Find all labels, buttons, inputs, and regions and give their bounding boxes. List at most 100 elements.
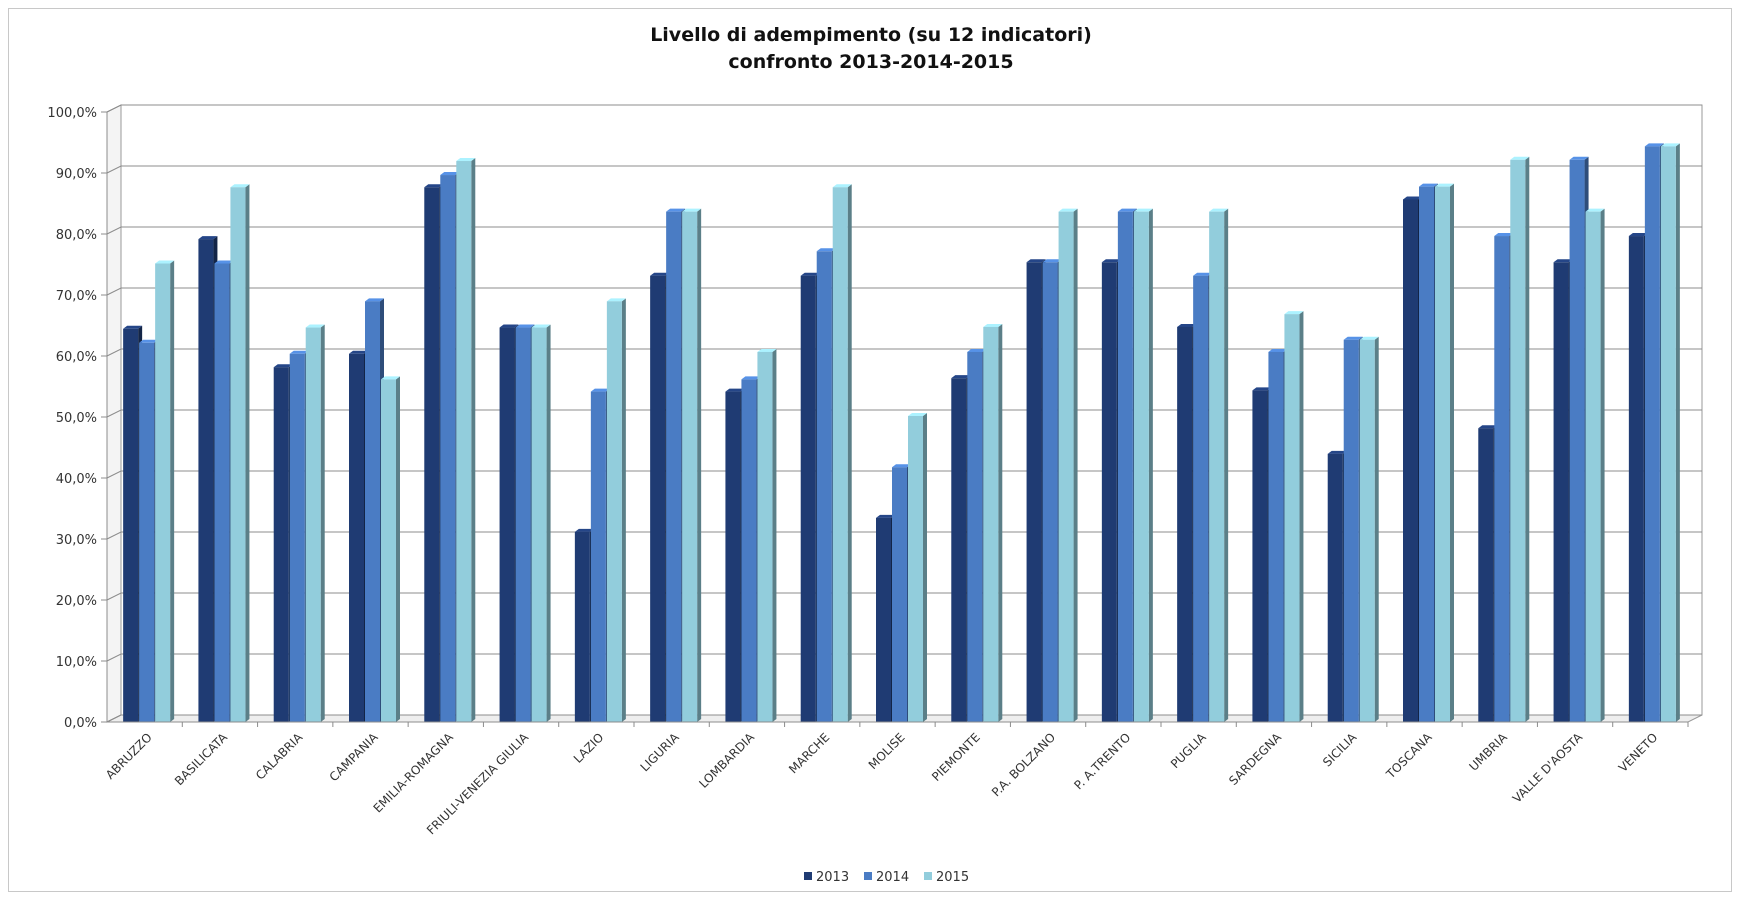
bar-top xyxy=(1268,348,1288,352)
bar-top xyxy=(876,514,895,518)
y-tick-label: 40,0% xyxy=(56,472,97,487)
bar xyxy=(1510,156,1530,723)
bar-front xyxy=(1494,236,1510,723)
x-tick-label: VENETO xyxy=(1616,730,1661,775)
x-tick-label: LIGURIA xyxy=(638,730,683,775)
bar-side xyxy=(471,158,476,722)
bar-side xyxy=(1299,311,1304,722)
legend-label: 2015 xyxy=(936,870,969,885)
x-tick-label: TOSCANA xyxy=(1383,730,1435,782)
bar-top xyxy=(1327,450,1347,454)
bar-front xyxy=(440,175,456,723)
chart-subtitle: confronto 2013-2014-2015 xyxy=(728,51,1014,73)
bar-top xyxy=(515,324,535,328)
bar-front xyxy=(139,342,155,722)
bar-top xyxy=(365,298,384,302)
x-tick-label: P. A.TRENTO xyxy=(1071,730,1133,792)
bar-front xyxy=(951,378,967,722)
y-tick-label: 100,0% xyxy=(47,106,97,121)
bar-top xyxy=(967,348,987,352)
bar-front xyxy=(666,211,682,722)
bar-front xyxy=(908,416,923,722)
bar-front xyxy=(123,328,139,722)
y-tick-label: 50,0% xyxy=(56,411,97,426)
bar-top xyxy=(757,348,777,352)
bar-top xyxy=(725,388,745,392)
bar-front xyxy=(1569,159,1585,723)
bar-front xyxy=(650,275,666,722)
bar-front xyxy=(214,263,230,722)
bar-front xyxy=(1284,314,1300,722)
bar-top xyxy=(1419,183,1438,187)
bar-side xyxy=(245,184,250,722)
bar-front xyxy=(682,211,698,722)
legend-swatch xyxy=(804,872,812,880)
bar-front xyxy=(515,327,531,722)
bar-front xyxy=(1628,236,1644,723)
bar-front xyxy=(757,351,773,722)
legend-item: 2015 xyxy=(924,870,969,885)
bar-top xyxy=(1209,208,1229,212)
bar-top xyxy=(1026,259,1046,263)
y-tick-label: 70,0% xyxy=(56,289,97,304)
bar-front xyxy=(741,379,757,722)
x-tick-label: PIEMONTE xyxy=(929,730,983,784)
bar-side xyxy=(1224,208,1229,722)
x-tick-label: SICILIA xyxy=(1320,730,1360,770)
x-tick-label: MARCHE xyxy=(786,730,832,776)
x-tick-label: CAMPANIA xyxy=(327,730,382,785)
bar-front xyxy=(273,367,289,722)
bar-top xyxy=(1359,336,1379,340)
y-tick-label: 20,0% xyxy=(56,594,97,609)
bar xyxy=(1585,208,1605,722)
legend-item: 2013 xyxy=(804,870,849,885)
bar-front xyxy=(1268,351,1284,722)
bar-top xyxy=(983,323,1003,327)
bar xyxy=(682,208,702,722)
y-tick-label: 10,0% xyxy=(56,655,97,670)
bar-top xyxy=(198,236,218,240)
bar xyxy=(1284,311,1304,722)
bar-front xyxy=(1585,211,1601,722)
bar xyxy=(908,413,927,722)
legend-label: 2014 xyxy=(876,870,909,885)
bar-front xyxy=(1435,186,1450,722)
bar-side xyxy=(998,323,1003,722)
bar-front xyxy=(1419,186,1434,722)
bar-side xyxy=(1073,208,1078,722)
bar-front xyxy=(1252,390,1268,722)
bar-top xyxy=(123,325,143,329)
grid-lines xyxy=(106,104,1702,723)
bar-front xyxy=(1177,326,1193,722)
bar-front xyxy=(800,275,816,722)
bar-front xyxy=(1058,211,1074,722)
bar-front xyxy=(1359,339,1375,722)
bar-side xyxy=(923,413,927,722)
bar-side xyxy=(697,208,702,722)
bar-top xyxy=(1042,259,1062,263)
bar-top xyxy=(273,364,293,368)
bar-front xyxy=(1209,211,1225,722)
bar-side xyxy=(847,184,852,722)
bar-top xyxy=(682,208,702,212)
bar xyxy=(381,376,400,722)
bar-front xyxy=(424,187,440,722)
grid-line xyxy=(106,165,1702,174)
bar-top xyxy=(666,208,686,212)
bar-front xyxy=(198,239,214,722)
bar-front xyxy=(305,327,321,722)
bar-top xyxy=(1403,196,1422,200)
x-tick-label: MOLISE xyxy=(866,730,908,772)
bar-front xyxy=(1101,262,1117,722)
bar-front xyxy=(381,379,396,722)
bar-top xyxy=(424,184,444,188)
bar-front xyxy=(365,301,380,722)
bar-top xyxy=(892,464,911,468)
bar-front xyxy=(1042,262,1058,722)
grid-line xyxy=(106,470,1702,479)
bar xyxy=(757,348,777,722)
grid-line xyxy=(106,592,1702,601)
legend-item: 2014 xyxy=(864,870,909,885)
bar-top xyxy=(1252,387,1272,391)
